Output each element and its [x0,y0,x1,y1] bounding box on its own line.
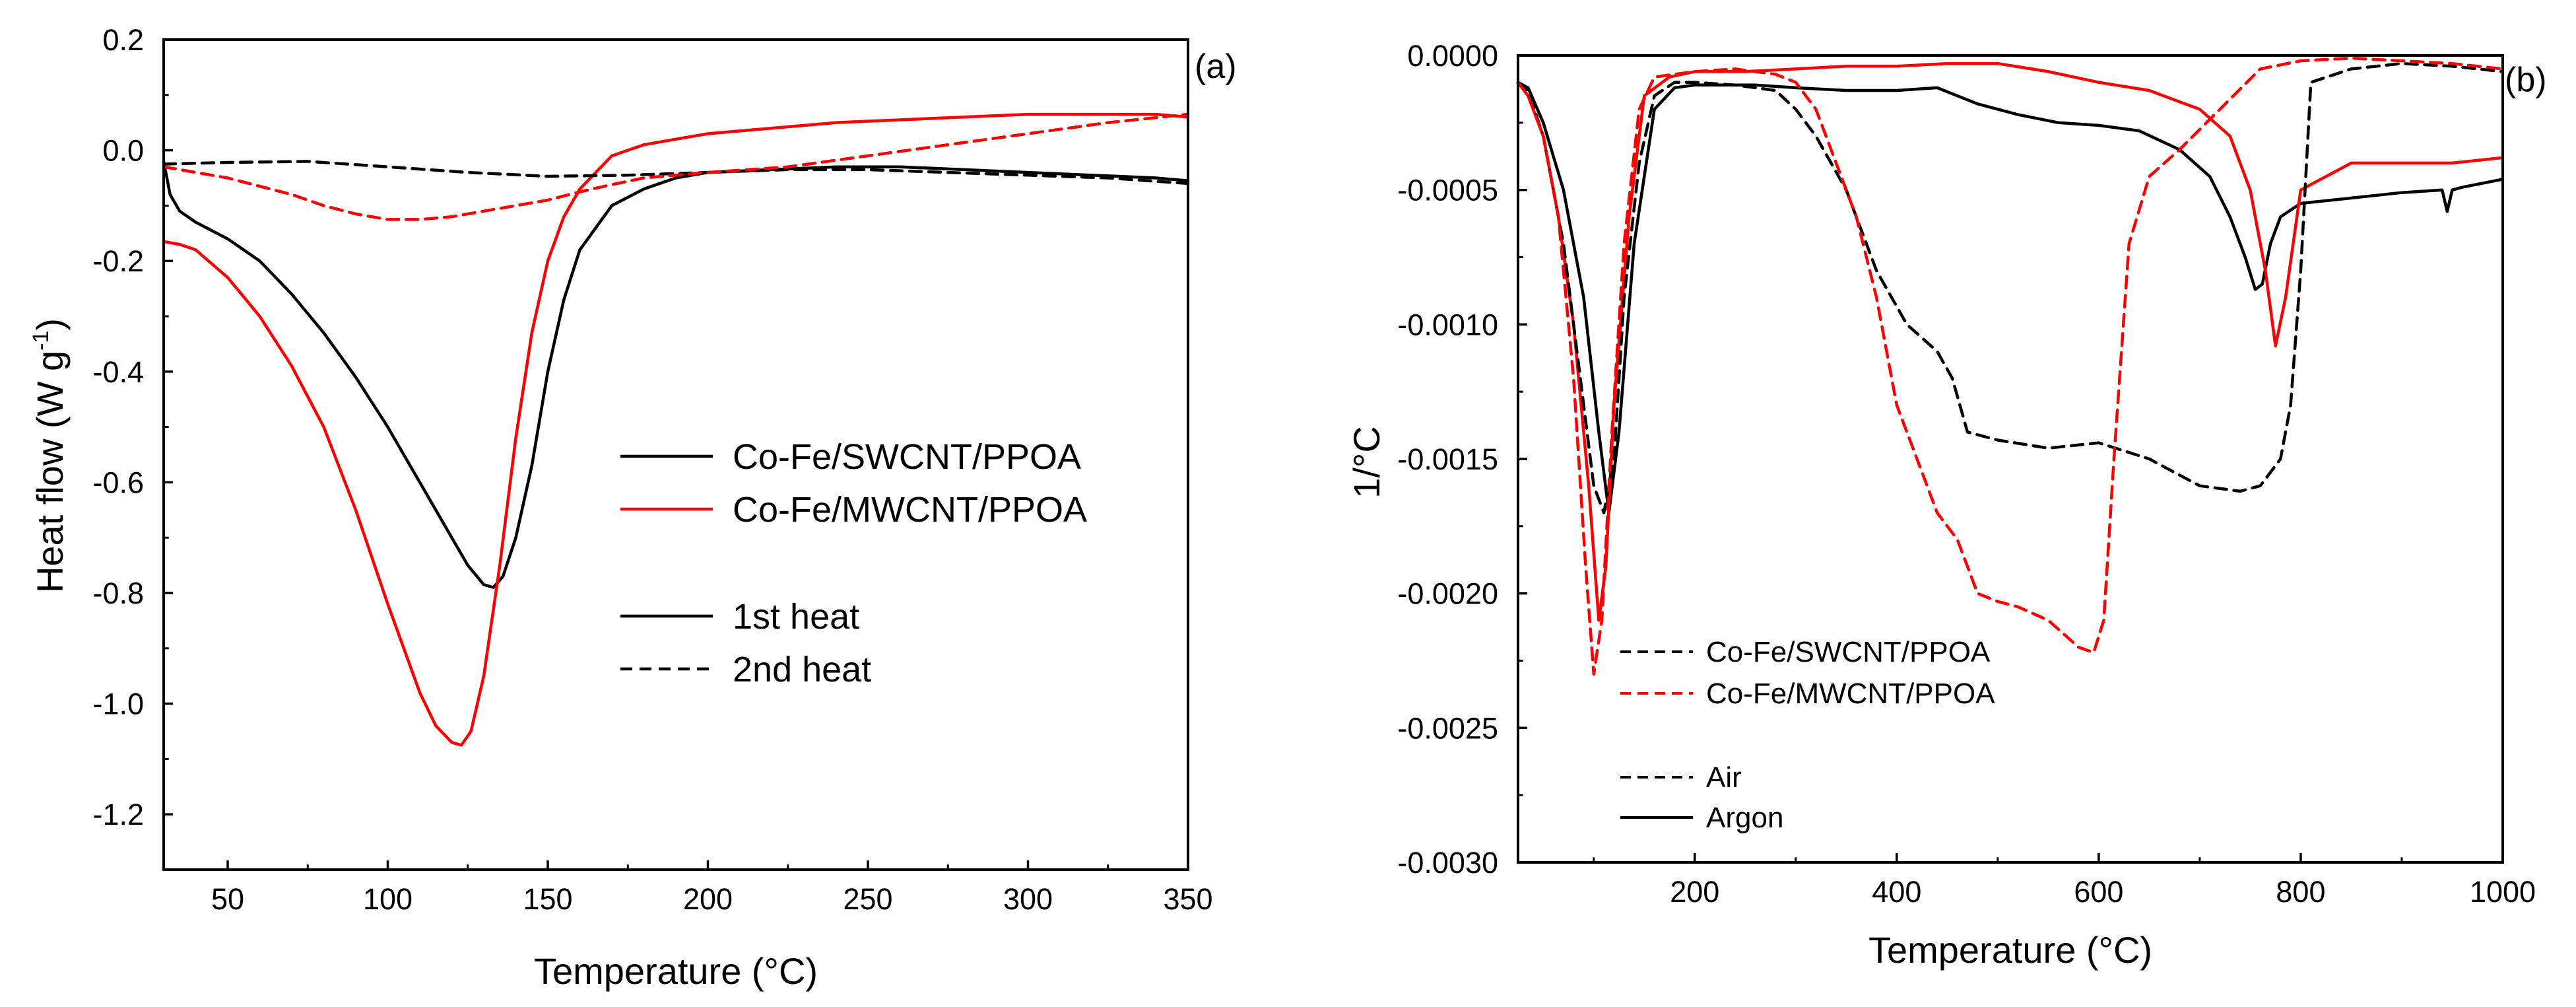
chart-b-panel-label: (b) [2505,61,2547,99]
chart-b-x-tick-label: 600 [2074,875,2123,909]
chart-a-y-tick-label: 0.2 [102,23,144,57]
chart-a-y-tick-label: -0.8 [92,576,144,610]
chart-b-y-tick-label: -0.0005 [1397,174,1498,207]
chart-a-y-tick-label: 0.0 [102,134,144,168]
chart-a-y-tick-label: -0.2 [92,244,144,278]
chart-a-x-tick-label: 200 [683,882,733,916]
chart-a-y-tick-label: -1.0 [92,687,144,721]
chart-b-legend-label-0: Co-Fe/SWCNT/PPOA [1706,636,1991,668]
chart-a-legend-label-0: Co-Fe/SWCNT/PPOA [733,437,1081,477]
chart-a-series [162,112,1190,747]
chart-a-x-tick-label: 50 [211,882,244,916]
chart-b-series-line-2 [1516,61,2505,514]
chart-a-x-tick-label: 250 [843,882,892,916]
chart-a-legend-label-3: 2nd heat [733,650,871,689]
chart-b-series [1516,56,2505,676]
chart-b-plot-frame [1517,54,2504,864]
chart-a-series-line-3 [162,112,1190,221]
chart-b-series-line-1 [1516,61,2505,622]
chart-b-series-line-3 [1516,56,2505,676]
chart-b-legend-label-3: Argon [1706,802,1783,834]
chart-a-plot-frame [162,38,1189,871]
chart-a-series-line-2 [162,160,1190,186]
chart-a-ticks: 50 100 150 200 250 300 350 0.2 0.0 -0.2 -0.4 -0.6 -0… [92,23,1212,916]
chart-a-y-tick-label: -0.6 [92,466,144,499]
chart-b-ticks: 200 400 600 800 1000 0.0000 -0.0005 -0.0010 -0.0… [1397,39,2536,909]
chart-a-legend-label-2: 1st heat [733,597,859,637]
chart-b: 200 400 600 800 1000 0.0000 -0.0005 -0.0010 -0.0… [1346,39,2547,971]
chart-b-x-axis-label: Temperature (°C) [1868,929,2152,971]
chart-b-y-tick-label: -0.0015 [1397,442,1498,476]
chart-b-y-tick-label: 0.0000 [1407,39,1498,73]
chart-a-y-tick-label: -1.2 [92,798,144,831]
chart-b-legend-label-2: Air [1706,761,1742,794]
chart-b-y-axis-label: 1/°C [1346,426,1387,499]
chart-a-panel-label: (a) [1195,48,1237,86]
chart-b-legend-label-1: Co-Fe/MWCNT/PPOA [1706,677,1995,710]
chart-b-x-tick-label: 1000 [2470,875,2536,909]
chart-a-x-tick-label: 150 [523,882,572,916]
chart-a-series-line-1 [162,112,1190,747]
chart-b-x-tick-label: 200 [1670,875,1719,909]
chart-a-y-axis-label: Heat flow (W g-1) [28,318,71,593]
chart-a-x-tick-label: 350 [1163,882,1212,916]
chart-b-x-tick-label: 400 [1872,875,1921,909]
chart-a-series-line-0 [162,160,1190,589]
chart-b-y-tick-label: -0.0030 [1397,846,1498,880]
chart-b-y-tick-label: -0.0020 [1397,577,1498,611]
chart-a-legend-label-1: Co-Fe/MWCNT/PPOA [733,490,1087,530]
chart-a-x-tick-label: 300 [1003,882,1053,916]
chart-b-series-line-0 [1516,81,2505,514]
chart-a-x-tick-label: 100 [363,882,413,916]
chart-a: 50 100 150 200 250 300 350 0.2 0.0 -0.2 -0.4 -0.6 -0… [28,23,1237,992]
chart-b-y-tick-label: -0.0010 [1397,308,1498,341]
chart-b-legend: Co-Fe/SWCNT/PPOA Co-Fe/MWCNT/PPOA Air Ar… [1620,636,1995,834]
chart-b-x-tick-label: 800 [2276,875,2325,909]
chart-a-x-axis-label: Temperature (°C) [534,950,818,992]
chart-b-y-tick-label: -0.0025 [1397,711,1498,745]
chart-a-y-tick-label: -0.4 [92,355,144,389]
chart-a-legend: Co-Fe/SWCNT/PPOA Co-Fe/MWCNT/PPOA 1st he… [620,437,1087,689]
